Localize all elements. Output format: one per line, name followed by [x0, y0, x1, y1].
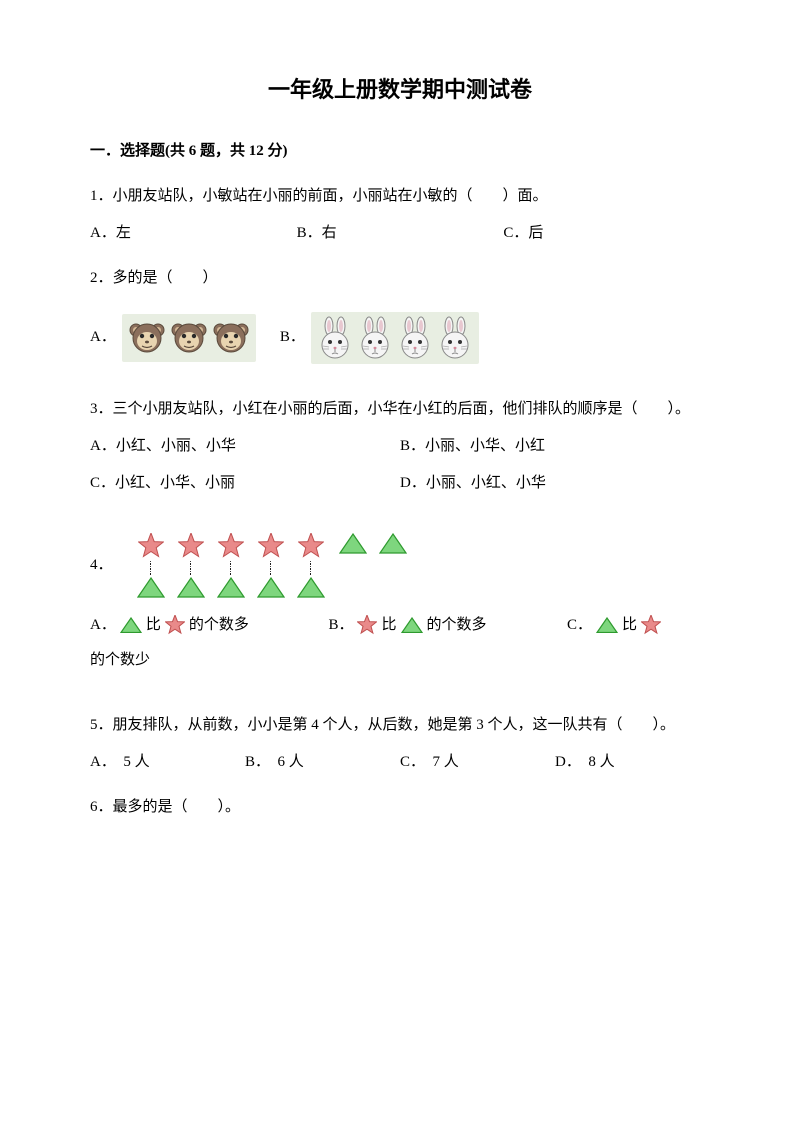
q5-opt-d: D． 8 人: [555, 749, 710, 776]
question-6: 6．最多的是（ ）。: [90, 794, 710, 821]
star-icon: [165, 615, 185, 635]
q4a-mid: 比: [146, 612, 161, 639]
question-1: 1．小朋友站队，小敏站在小丽的前面，小丽站在小敏的（ ）面。 A．左 B．右 C…: [90, 183, 710, 247]
q4-diagram: [137, 533, 407, 598]
triangle-icon: [596, 617, 618, 634]
question-2: 2．多的是（ ） A．: [90, 265, 710, 364]
q5-opt-a: A． 5 人: [90, 749, 245, 776]
q3-opt-a: A．小红、小丽、小华: [90, 433, 400, 460]
question-5: 5．朋友排队，从前数，小小是第 4 个人，从后数，她是第 3 个人，这一队共有（…: [90, 712, 710, 776]
q2-monkeys-image: [122, 314, 256, 362]
q1-opt-a: A．左: [90, 220, 297, 247]
q5-text: 5．朋友排队，从前数，小小是第 4 个人，从后数，她是第 3 个人，这一队共有（…: [90, 712, 710, 739]
q4-opt-a: A． 比 的个数多: [90, 612, 328, 639]
q1-text: 1．小朋友站队，小敏站在小丽的前面，小丽站在小敏的（ ）面。: [90, 183, 710, 210]
q2-rabbits-image: [311, 312, 479, 364]
q5-opt-c: C． 7 人: [400, 749, 555, 776]
star-icon: [357, 615, 377, 635]
q1-opt-c: C．后: [503, 220, 710, 247]
star-icon: [641, 615, 661, 635]
q4b-mid: 比: [381, 612, 396, 639]
q4c-pre: C．: [567, 612, 592, 639]
q4-label: 4．: [90, 552, 113, 579]
q6-text: 6．最多的是（ ）。: [90, 794, 710, 821]
q5-opt-b: B． 6 人: [245, 749, 400, 776]
q4-opt-c: C． 比: [567, 612, 710, 639]
question-3: 3．三个小朋友站队，小红在小丽的后面，小华在小红的后面，他们排队的顺序是（ ）。…: [90, 396, 710, 507]
q2-opt-b-label: B．: [280, 324, 305, 351]
q4b-pre: B．: [328, 612, 353, 639]
question-4: 4． A． 比 的个数多 B． 比 的个数多 C． 比 的个数少: [90, 525, 710, 674]
q4c-trail: 的个数少: [90, 647, 710, 674]
page-title: 一年级上册数学期中测试卷: [90, 70, 710, 110]
q4c-mid: 比: [622, 612, 637, 639]
q3-opt-c: C．小红、小华、小丽: [90, 470, 400, 497]
q1-opt-b: B．右: [297, 220, 504, 247]
q4a-pre: A．: [90, 612, 116, 639]
section-header: 一．选择题(共 6 题，共 12 分): [90, 138, 710, 165]
q4a-post: 的个数多: [189, 612, 249, 639]
triangle-icon: [120, 617, 142, 634]
q3-text: 3．三个小朋友站队，小红在小丽的后面，小华在小红的后面，他们排队的顺序是（ ）。: [90, 396, 710, 423]
q3-opt-d: D．小丽、小红、小华: [400, 470, 710, 497]
q3-opt-b: B．小丽、小华、小红: [400, 433, 710, 460]
q2-opt-a-label: A．: [90, 324, 116, 351]
q4b-post: 的个数多: [427, 612, 487, 639]
q4-opt-b: B． 比 的个数多: [328, 612, 566, 639]
q2-text: 2．多的是（ ）: [90, 265, 710, 292]
triangle-icon: [401, 617, 423, 634]
